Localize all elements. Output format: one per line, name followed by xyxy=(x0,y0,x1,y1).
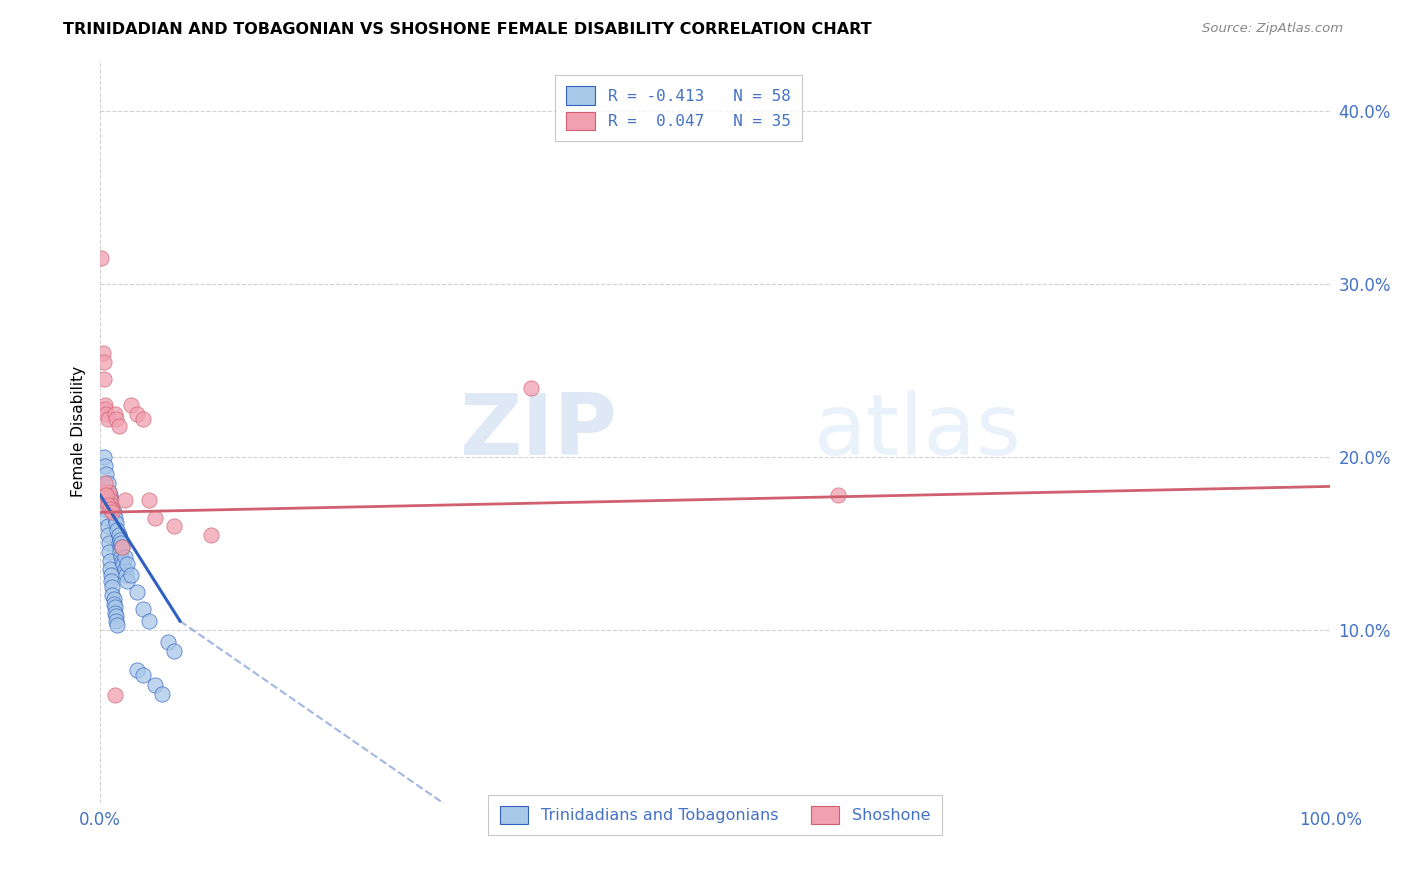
Y-axis label: Female Disability: Female Disability xyxy=(72,366,86,497)
Point xyxy=(101,501,124,516)
Point xyxy=(100,499,122,513)
Point xyxy=(138,493,160,508)
Point xyxy=(91,493,114,508)
Point xyxy=(96,519,118,533)
Point xyxy=(827,488,849,502)
Point xyxy=(110,536,132,550)
Point xyxy=(107,536,129,550)
Point xyxy=(93,355,115,369)
Point xyxy=(94,401,117,416)
Point xyxy=(101,588,124,602)
Point xyxy=(100,493,122,508)
Legend: Trinidadians and Tobagonians, Shoshone: Trinidadians and Tobagonians, Shoshone xyxy=(488,795,942,836)
Point xyxy=(104,600,127,615)
Point xyxy=(93,484,115,499)
Point xyxy=(108,540,131,554)
Point xyxy=(107,528,129,542)
Point xyxy=(100,574,122,589)
Text: ZIP: ZIP xyxy=(458,390,617,473)
Point xyxy=(96,528,118,542)
Point xyxy=(125,407,148,421)
Point xyxy=(114,562,136,576)
Point xyxy=(103,505,125,519)
Point xyxy=(93,450,115,464)
Point xyxy=(103,591,125,606)
Point xyxy=(96,499,118,513)
Point xyxy=(111,540,134,554)
Point xyxy=(96,488,118,502)
Point xyxy=(145,510,167,524)
Point xyxy=(105,516,128,530)
Point xyxy=(96,407,118,421)
Point xyxy=(98,562,121,576)
Point xyxy=(91,346,114,360)
Point xyxy=(98,493,121,508)
Point xyxy=(110,550,132,565)
Point xyxy=(108,533,131,547)
Point xyxy=(107,528,129,542)
Point xyxy=(115,574,138,589)
Point xyxy=(105,412,128,426)
Point xyxy=(105,614,128,628)
Point xyxy=(163,643,186,657)
Point xyxy=(98,488,121,502)
Point xyxy=(93,493,115,508)
Point xyxy=(100,567,122,582)
Point xyxy=(104,407,127,421)
Point xyxy=(94,458,117,473)
Point xyxy=(104,689,127,703)
Point xyxy=(115,557,138,571)
Point xyxy=(94,398,117,412)
Point xyxy=(93,372,115,386)
Point xyxy=(111,540,134,554)
Point xyxy=(94,475,117,490)
Point xyxy=(125,584,148,599)
Point xyxy=(519,381,541,395)
Point xyxy=(114,550,136,565)
Text: Source: ZipAtlas.com: Source: ZipAtlas.com xyxy=(1202,22,1343,36)
Point xyxy=(112,557,135,571)
Point xyxy=(96,412,118,426)
Point xyxy=(101,580,124,594)
Point xyxy=(156,635,179,649)
Point xyxy=(132,412,155,426)
Point xyxy=(98,501,121,516)
Point xyxy=(108,545,131,559)
Point xyxy=(132,602,155,616)
Point xyxy=(107,418,129,433)
Point xyxy=(111,554,134,568)
Point xyxy=(96,475,118,490)
Point xyxy=(138,614,160,628)
Text: atlas: atlas xyxy=(814,390,1022,473)
Point xyxy=(145,678,167,692)
Point xyxy=(97,536,120,550)
Point xyxy=(120,398,142,412)
Point xyxy=(101,501,124,516)
Point xyxy=(150,687,173,701)
Point xyxy=(103,597,125,611)
Point xyxy=(105,617,128,632)
Point xyxy=(104,510,127,524)
Point xyxy=(163,519,186,533)
Point xyxy=(105,609,128,624)
Point xyxy=(94,501,117,516)
Point xyxy=(132,667,155,681)
Point xyxy=(101,505,124,519)
Point xyxy=(97,545,120,559)
Text: TRINIDADIAN AND TOBAGONIAN VS SHOSHONE FEMALE DISABILITY CORRELATION CHART: TRINIDADIAN AND TOBAGONIAN VS SHOSHONE F… xyxy=(63,22,872,37)
Point xyxy=(97,484,120,499)
Point xyxy=(96,467,118,482)
Point xyxy=(114,493,136,508)
Point xyxy=(98,554,121,568)
Point xyxy=(90,252,112,266)
Point xyxy=(96,510,118,524)
Point xyxy=(200,528,222,542)
Point xyxy=(97,484,120,499)
Point xyxy=(104,606,127,620)
Point xyxy=(125,663,148,677)
Point xyxy=(105,523,128,537)
Point xyxy=(96,488,118,502)
Point xyxy=(120,567,142,582)
Point xyxy=(115,567,138,582)
